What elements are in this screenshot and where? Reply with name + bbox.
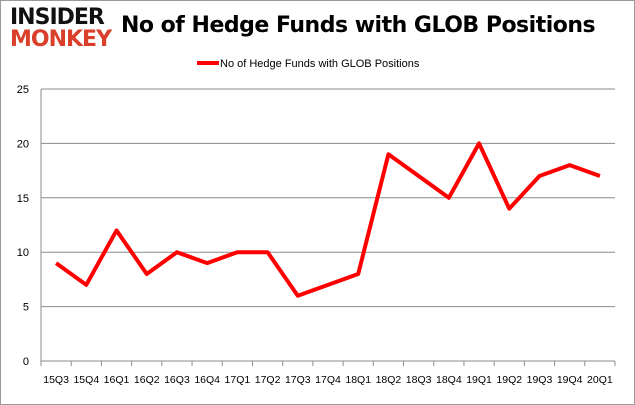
x-tick-label: 18Q1	[345, 374, 371, 386]
x-tick-label: 18Q4	[436, 374, 462, 386]
x-tick-label: 16Q3	[164, 374, 190, 386]
x-tick-label: 19Q3	[527, 374, 553, 386]
x-tick-label: 19Q2	[496, 374, 522, 386]
x-tick-label: 16Q4	[194, 374, 220, 386]
x-tick-label: 19Q1	[466, 374, 492, 386]
x-tick-label: 18Q3	[406, 374, 432, 386]
x-tick-label: 19Q4	[557, 374, 583, 386]
y-tick-label: 25	[17, 84, 29, 96]
x-tick-label: 20Q1	[587, 374, 613, 386]
x-tick-label: 17Q4	[315, 374, 341, 386]
series-line	[54, 141, 601, 298]
y-tick-label: 15	[17, 193, 29, 205]
x-tick-label: 15Q4	[73, 374, 99, 386]
insider-monkey-logo: INSIDER MONKEY	[10, 5, 112, 52]
y-tick-label: 20	[17, 138, 29, 150]
x-tick-label: 17Q3	[285, 374, 311, 386]
y-tick-label: 0	[23, 356, 29, 368]
x-tick-label: 16Q2	[134, 374, 160, 386]
x-tick-label: 15Q3	[43, 374, 69, 386]
x-tick-label: 17Q1	[225, 374, 251, 386]
legend-label: No of Hedge Funds with GLOB Positions	[220, 58, 420, 70]
x-tick-label: 17Q2	[255, 374, 281, 386]
chart-title: No of Hedge Funds with GLOB Positions	[121, 13, 596, 38]
y-tick-label: 10	[17, 247, 29, 259]
x-tick-label: 16Q1	[104, 374, 130, 386]
x-tick-label: 18Q2	[376, 374, 402, 386]
y-tick-label: 5	[23, 302, 29, 314]
